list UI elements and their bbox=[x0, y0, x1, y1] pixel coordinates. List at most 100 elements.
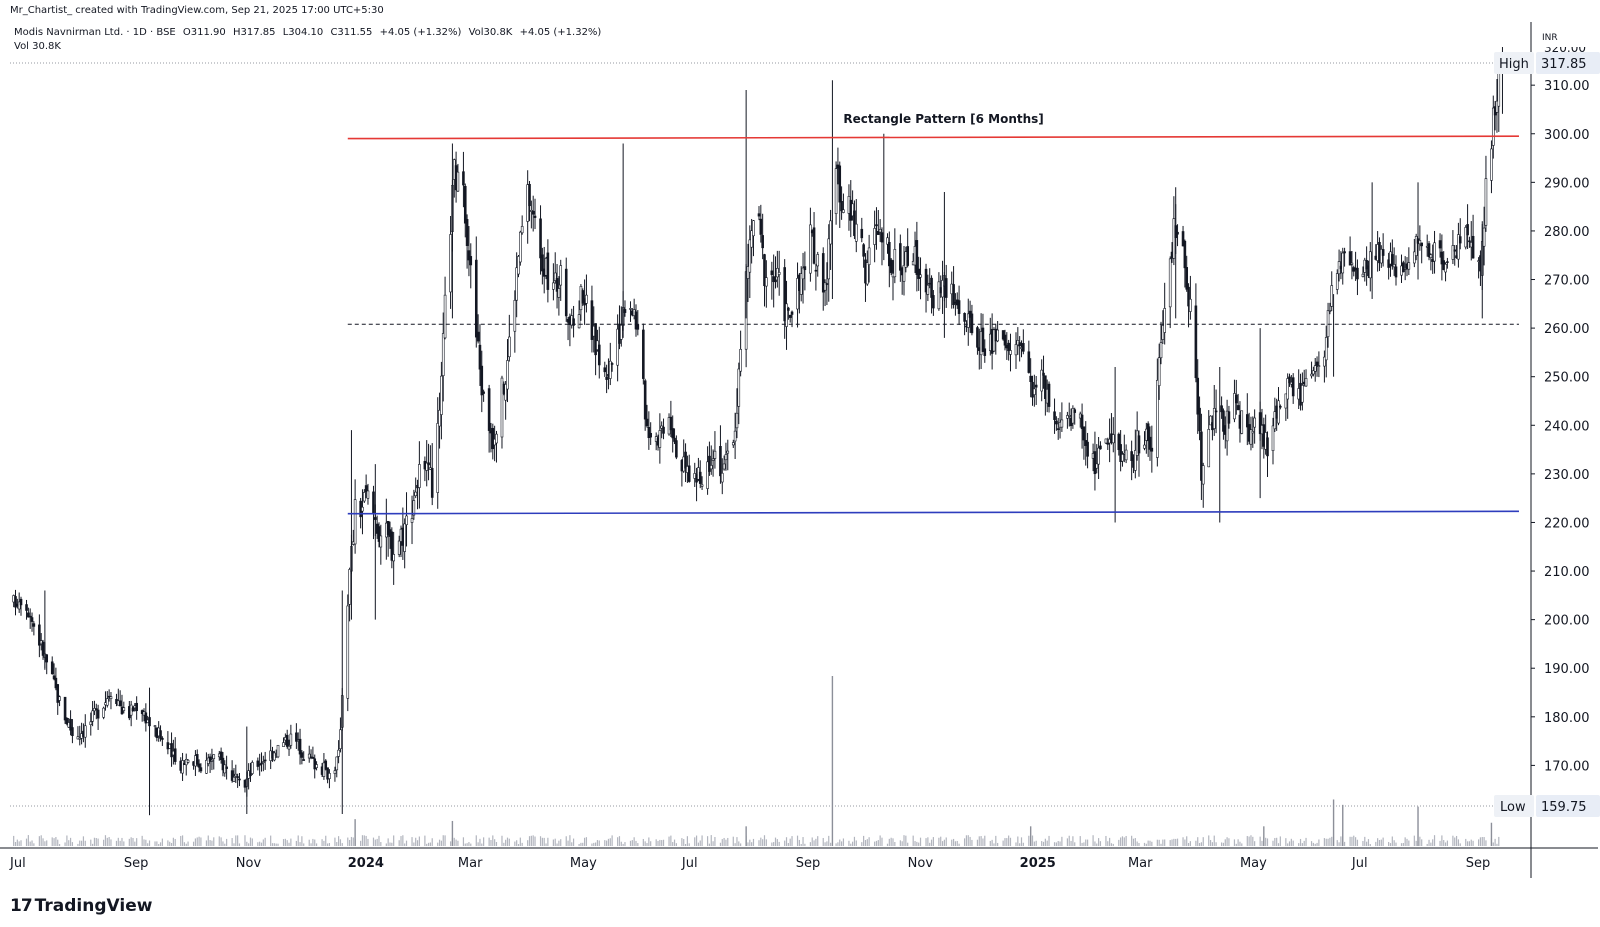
candle-body bbox=[491, 428, 495, 450]
volume-bar bbox=[776, 839, 778, 846]
volume-bar bbox=[136, 838, 138, 846]
volume-bar-spike bbox=[451, 820, 454, 846]
candle-body bbox=[559, 265, 563, 286]
volume-bar bbox=[925, 838, 927, 846]
volume-bar bbox=[154, 841, 156, 846]
volume-bar bbox=[852, 841, 854, 846]
volume-bar bbox=[787, 843, 789, 846]
candle-body bbox=[45, 654, 49, 663]
tradingview-logo[interactable]: 17 TradingView bbox=[10, 896, 152, 916]
volume-bar bbox=[578, 843, 580, 846]
volume-bar bbox=[90, 839, 92, 846]
volume-bar bbox=[1187, 842, 1190, 846]
volume-bar bbox=[1149, 840, 1151, 846]
candle-body bbox=[941, 280, 944, 298]
candle-body bbox=[930, 277, 933, 298]
candle-body bbox=[1438, 240, 1442, 249]
candle-body bbox=[25, 604, 28, 611]
volume-bar bbox=[1189, 841, 1191, 846]
volume-bar bbox=[57, 839, 59, 846]
price-tick-label: 180.00 bbox=[1544, 711, 1590, 726]
volume-bar bbox=[1097, 838, 1100, 846]
volume-bar bbox=[466, 843, 468, 846]
tradingview-brand: TradingView bbox=[34, 896, 153, 916]
volume-bar bbox=[1162, 839, 1164, 846]
candle-body bbox=[1181, 231, 1185, 247]
candle-body bbox=[759, 218, 763, 235]
volume-bar bbox=[874, 841, 876, 846]
candle-body bbox=[919, 274, 922, 278]
volume-bar bbox=[95, 838, 97, 846]
price-tick-label: 280.00 bbox=[1544, 225, 1590, 240]
volume-bar bbox=[494, 839, 496, 846]
volume-bar bbox=[295, 840, 297, 846]
low-marker[interactable]: Low 159.75 bbox=[1494, 795, 1600, 817]
candle-body bbox=[1328, 310, 1332, 312]
symbol-name[interactable]: Modis Navnirman Ltd. · 1D · BSE bbox=[14, 27, 176, 38]
candle-body bbox=[1187, 286, 1190, 307]
volume-bar bbox=[1009, 837, 1012, 846]
candle-body bbox=[772, 276, 775, 283]
volume-bar bbox=[984, 835, 986, 846]
volume-bar bbox=[791, 836, 793, 846]
candle-body bbox=[1163, 308, 1166, 333]
volume-bar bbox=[1402, 843, 1404, 846]
candle-body bbox=[425, 462, 429, 471]
candle-body bbox=[1185, 267, 1189, 290]
candle-body bbox=[1251, 431, 1255, 434]
candle-body bbox=[1053, 411, 1056, 420]
volume-bar bbox=[31, 840, 33, 846]
candle-body bbox=[966, 313, 970, 328]
volume-bar bbox=[868, 837, 870, 846]
candle-body bbox=[1029, 375, 1032, 383]
volume-bar-spike bbox=[745, 826, 747, 846]
volume-bar bbox=[1325, 838, 1327, 846]
candle-body bbox=[465, 219, 469, 246]
volume-bar bbox=[598, 840, 600, 846]
volume-bar bbox=[453, 837, 455, 846]
volume-bar bbox=[824, 842, 826, 846]
candle-body bbox=[159, 730, 162, 739]
volume-bar bbox=[134, 841, 136, 846]
volume-bar bbox=[106, 837, 108, 846]
candle-body bbox=[899, 243, 902, 271]
volume-bar bbox=[763, 835, 766, 846]
volume-bar bbox=[271, 843, 274, 846]
volume-bar bbox=[196, 837, 198, 846]
candle-body bbox=[814, 269, 818, 272]
support-line[interactable] bbox=[347, 510, 1519, 515]
resistance-line[interactable] bbox=[347, 135, 1519, 140]
volume-bar bbox=[427, 842, 430, 846]
time-axis[interactable]: Jul Sep Nov 2024 Mar May Jul Sep Nov 2025 Mar May Ju… bbox=[9, 856, 1490, 871]
volume-bar bbox=[734, 843, 736, 846]
volume-bar bbox=[1169, 840, 1171, 846]
candle-body bbox=[440, 375, 443, 415]
price-axis[interactable]: 170.00 180.00 190.00 200.00 210.00 220.00 230.… bbox=[1531, 79, 1590, 774]
low-value: L304.10 bbox=[282, 27, 324, 38]
candle-body bbox=[889, 259, 893, 273]
volume-bar bbox=[1340, 836, 1342, 846]
volume-bar bbox=[220, 837, 222, 846]
candle-body bbox=[405, 515, 408, 526]
volume-bar bbox=[1351, 836, 1353, 846]
candle-body bbox=[339, 729, 342, 750]
candle-body bbox=[480, 365, 484, 396]
volume-bar bbox=[273, 843, 275, 846]
volume-bar bbox=[609, 838, 611, 846]
volume-bar bbox=[158, 844, 160, 846]
price-tick-label: 190.00 bbox=[1544, 662, 1590, 677]
volume-bar bbox=[646, 843, 648, 846]
volume-bar bbox=[952, 838, 955, 846]
candle-body bbox=[467, 250, 471, 261]
volume-bar bbox=[141, 835, 143, 846]
rectangle-pattern-label[interactable]: Rectangle Pattern [6 Months] bbox=[843, 112, 1043, 126]
volume-legend[interactable]: Vol 30.8K bbox=[14, 41, 65, 52]
volume-bar bbox=[1072, 836, 1074, 846]
volume-bar bbox=[1197, 837, 1199, 846]
high-marker[interactable]: High 317.85 bbox=[1494, 52, 1600, 74]
candle-body bbox=[436, 423, 440, 493]
volume-bar bbox=[1366, 841, 1368, 846]
volume-bar bbox=[560, 839, 562, 846]
candle-body bbox=[161, 737, 164, 740]
